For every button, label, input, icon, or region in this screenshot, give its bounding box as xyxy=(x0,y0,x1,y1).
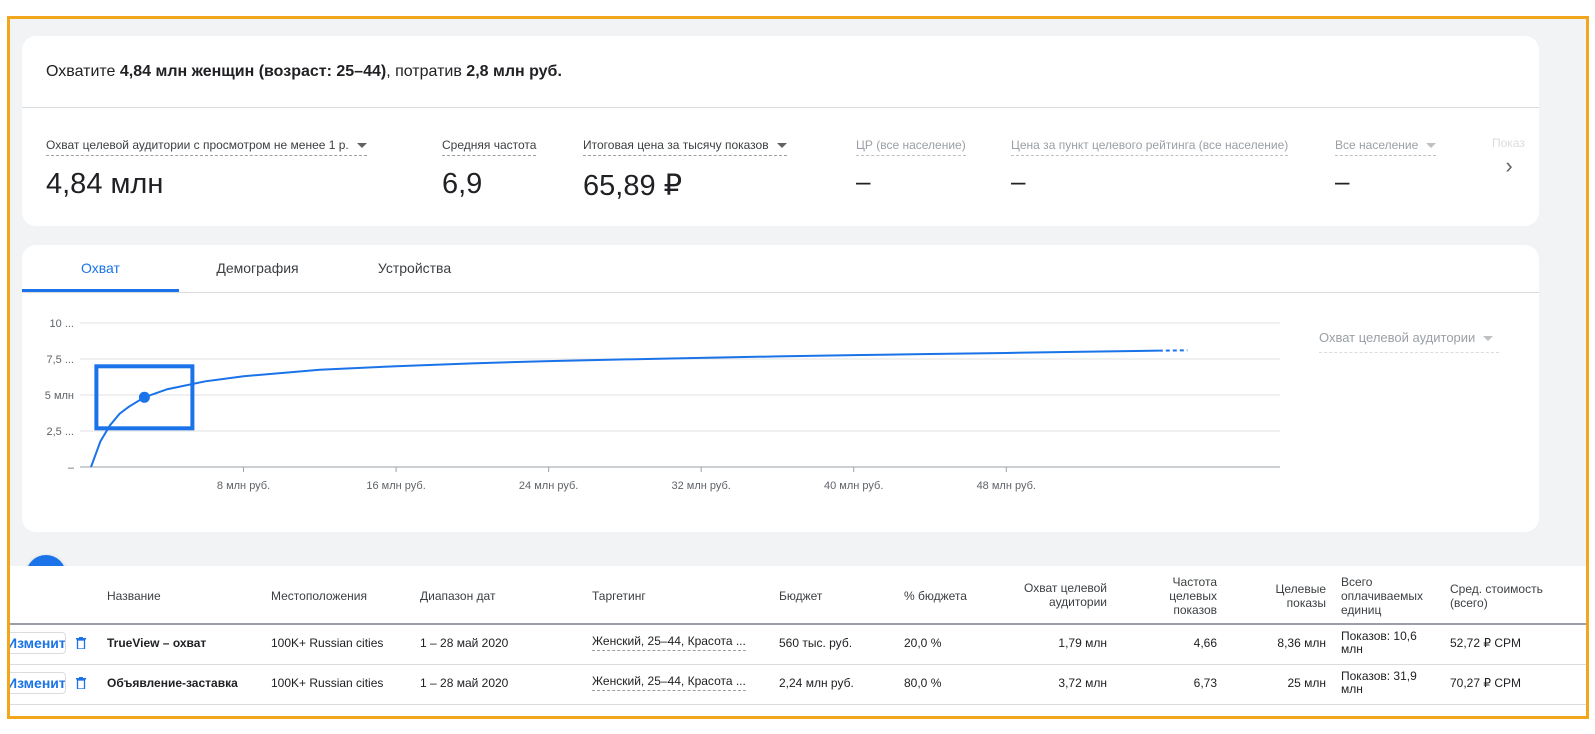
reach-curve xyxy=(90,349,1159,468)
chart-metric-dropdown[interactable]: Охват целевой аудитории xyxy=(1319,330,1499,353)
col-units: Всего оплачиваемых единиц xyxy=(1341,575,1424,617)
x-tick-label: 40 млн руб. xyxy=(824,480,883,492)
row-divider xyxy=(10,704,1586,705)
tab-demographics[interactable]: Демография xyxy=(216,260,299,276)
tab-reach[interactable]: Охват xyxy=(81,260,120,276)
chevron-down-icon xyxy=(1426,143,1437,149)
metric-trp: ЦР (все население) – xyxy=(856,136,966,197)
current-point xyxy=(138,391,150,403)
summary-headline: Охватите 4,84 млн женщин (возраст: 25–44… xyxy=(46,63,562,81)
col-reach: Охват целевой аудитории xyxy=(1024,581,1107,609)
selection-box xyxy=(94,364,195,431)
row-frequency: 4,66 xyxy=(1193,636,1217,650)
y-tick-label: 2,5 ... xyxy=(46,426,74,438)
row-budget-pct: 80,0 % xyxy=(904,676,942,690)
summary-card: Охватите 4,84 млн женщин (возраст: 25–44… xyxy=(22,36,1539,226)
metric-reach[interactable]: Охват целевой аудитории с просмотром не … xyxy=(46,136,367,201)
row-locations: 100K+ Russian cities xyxy=(271,636,384,650)
x-tick-label: 8 млн руб. xyxy=(217,480,270,492)
metric-population[interactable]: Все население – xyxy=(1335,136,1437,197)
row-locations: 100K+ Russian cities xyxy=(271,676,384,690)
summary-middle: , потратив xyxy=(386,63,467,80)
row-budget: 560 тыс. руб. xyxy=(779,636,853,650)
row-targeting[interactable]: Женский, 25–44, Красота ... xyxy=(592,634,746,651)
row-units: Показов: 10,6 млн xyxy=(1341,629,1417,656)
summary-divider xyxy=(22,107,1539,108)
tabs-divider xyxy=(22,292,1539,293)
chart-card: Охват Демография Устройства 10 ... 7,5 ..… xyxy=(22,245,1539,532)
tab-devices[interactable]: Устройства xyxy=(377,260,452,276)
row-impressions: 25 млн xyxy=(1287,676,1326,690)
col-budget-pct: % бюджета xyxy=(904,589,967,603)
row-targeting[interactable]: Женский, 25–44, Красота ... xyxy=(592,674,746,691)
col-targeting: Таргетинг xyxy=(592,589,646,603)
metric-reach-label[interactable]: Охват целевой аудитории с просмотром не … xyxy=(46,138,367,156)
metric-cpm-label[interactable]: Итоговая цена за тысячу показов xyxy=(583,138,787,156)
campaign-table: Название Местоположения Диапазон дат Тар… xyxy=(10,566,1586,716)
col-dates: Диапазон дат xyxy=(420,589,496,603)
row-name: Объявление-заставка xyxy=(107,676,238,690)
metric-frequency-value: 6,9 xyxy=(442,168,483,200)
chevron-down-icon xyxy=(776,143,787,149)
metric-trp-label: ЦР (все население) xyxy=(856,138,966,156)
row-dates: 1 – 28 май 2020 xyxy=(420,676,509,690)
metric-reach-value: 4,84 млн xyxy=(46,168,164,200)
col-impressions: Целевые показы xyxy=(1275,582,1326,610)
row-dates: 1 – 28 май 2020 xyxy=(420,636,509,650)
edit-button[interactable]: Изменить xyxy=(10,632,66,654)
x-tick-label: 16 млн руб. xyxy=(366,480,425,492)
row-avg-cost: 52,72 ₽ CPM xyxy=(1450,636,1521,650)
trash-icon[interactable] xyxy=(76,677,86,689)
reach-chart: 10 ... 7,5 ... 5 млн 2,5 ... – 8 млн руб. 16 м… xyxy=(45,318,1280,492)
header-divider xyxy=(10,623,1586,625)
row-budget: 2,24 млн руб. xyxy=(779,676,854,690)
metric-frequency: Средняя частота 6,9 xyxy=(442,136,537,201)
y-tick-label: 5 млн xyxy=(45,390,74,402)
row-budget-pct: 20,0 % xyxy=(904,636,942,650)
row-frequency: 6,73 xyxy=(1193,676,1217,690)
metric-overflow-label: Показ xyxy=(1492,136,1525,150)
row-reach: 3,72 млн xyxy=(1058,676,1107,690)
row-avg-cost: 70,27 ₽ CPM xyxy=(1450,676,1521,690)
summary-prefix: Охватите xyxy=(46,63,120,80)
metric-cost-per-point: Цена за пункт целевого рейтинга (все нас… xyxy=(1011,136,1289,197)
x-tick-label: 24 млн руб. xyxy=(519,480,578,492)
chevron-down-icon xyxy=(356,143,367,149)
trash-icon[interactable] xyxy=(76,637,86,649)
summary-audience: 4,84 млн женщин (возраст: 25–44) xyxy=(119,63,387,80)
row-impressions: 8,36 млн xyxy=(1277,636,1326,650)
y-tick-label: 7,5 ... xyxy=(46,354,74,366)
y-tick-label: 10 ... xyxy=(50,318,74,330)
active-tab-indicator xyxy=(22,289,179,292)
metric-cpm-value: 65,89 ₽ xyxy=(583,170,683,202)
metric-population-value: – xyxy=(1335,166,1350,196)
metric-trp-value: – xyxy=(856,166,871,196)
chevron-right-icon[interactable]: › xyxy=(1505,153,1513,178)
metric-cost-per-point-label: Цена за пункт целевого рейтинга (все нас… xyxy=(1011,138,1289,156)
metric-cpm[interactable]: Итоговая цена за тысячу показов 65,89 ₽ xyxy=(583,136,787,203)
x-tick-label: 32 млн руб. xyxy=(671,480,730,492)
chevron-down-icon xyxy=(1483,336,1494,342)
col-locations: Местоположения xyxy=(271,589,367,603)
row-reach: 1,79 млн xyxy=(1058,636,1107,650)
col-name: Название xyxy=(107,589,161,603)
x-tick-label: 48 млн руб. xyxy=(977,480,1036,492)
col-budget: Бюджет xyxy=(779,589,823,603)
metric-frequency-label: Средняя частота xyxy=(442,138,537,156)
metric-cost-per-point-value: – xyxy=(1011,166,1026,196)
metric-population-label[interactable]: Все население xyxy=(1335,138,1437,156)
row-units: Показов: 31,9 млн xyxy=(1341,669,1417,696)
y-tick-label: – xyxy=(68,462,75,474)
row-name: TrueView – охват xyxy=(107,636,207,650)
col-avg-cost: Сред. стоимость (всего) xyxy=(1450,582,1543,610)
edit-button[interactable]: Изменить xyxy=(10,672,66,694)
col-frequency: Частота целевых показов xyxy=(1169,575,1217,617)
row-divider xyxy=(10,664,1586,665)
app-frame: Охватите 4,84 млн женщин (возраст: 25–44… xyxy=(7,16,1589,719)
summary-budget: 2,8 млн руб. xyxy=(466,63,562,80)
